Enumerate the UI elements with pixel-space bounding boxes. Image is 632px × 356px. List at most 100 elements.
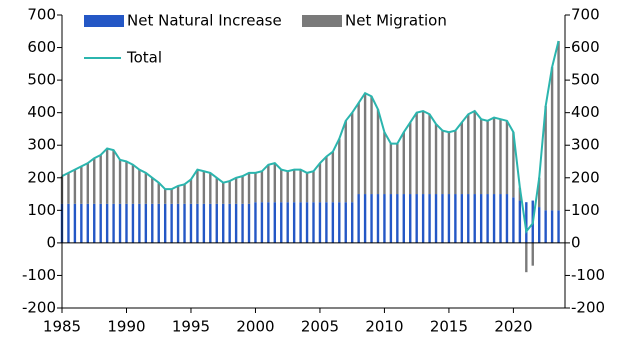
bar [151, 203, 154, 243]
bar [550, 67, 554, 211]
bar [531, 242, 534, 266]
bar [396, 143, 399, 195]
bar [479, 119, 483, 195]
bar [222, 182, 225, 204]
bar [73, 169, 77, 204]
bar [215, 203, 218, 243]
y2-tick-label: -200 [571, 299, 605, 317]
bar [538, 207, 541, 243]
y2-tick-label: 300 [571, 136, 600, 154]
bar [138, 169, 141, 204]
y-tick-label: 400 [27, 103, 56, 121]
bar [280, 169, 283, 203]
bar [415, 112, 418, 195]
bar [267, 202, 270, 243]
bar [273, 163, 277, 203]
bar [196, 203, 199, 243]
bar [305, 202, 309, 243]
bar [492, 194, 496, 243]
bar [228, 203, 231, 243]
bar [234, 177, 238, 204]
legend-swatch [84, 15, 124, 27]
bar [80, 166, 83, 204]
line [61, 40, 560, 234]
bar [473, 194, 476, 243]
x-tick-label: 2010 [365, 318, 403, 336]
bar [499, 194, 502, 243]
bar [163, 203, 167, 243]
bar [557, 210, 560, 243]
bar [254, 202, 257, 243]
bar [325, 156, 328, 203]
bar [544, 210, 547, 243]
bar [479, 194, 483, 243]
bar [344, 202, 347, 243]
bar [99, 203, 102, 243]
bar [350, 112, 354, 203]
bar [260, 171, 264, 203]
y-tick-label: 600 [27, 38, 56, 56]
bar [176, 185, 180, 204]
bar [486, 194, 489, 243]
bar [196, 169, 199, 204]
bar [421, 194, 425, 243]
bar [376, 109, 380, 195]
y2-tick-label: 600 [571, 38, 600, 56]
bar [467, 194, 470, 243]
bar [518, 200, 522, 243]
bar [67, 203, 70, 243]
bar [525, 242, 528, 273]
bar [247, 203, 251, 243]
bar [125, 161, 128, 204]
bar [428, 194, 431, 243]
y2-tick-label: -100 [571, 266, 605, 284]
bar [318, 202, 322, 243]
bar [93, 203, 96, 243]
bar [512, 132, 515, 198]
bar [202, 171, 206, 204]
bar [247, 172, 251, 204]
x-tick-label: 2005 [301, 318, 339, 336]
y-tick-label: 700 [27, 6, 56, 24]
bar [163, 189, 167, 204]
bar [389, 143, 393, 195]
legend-label: Net Natural Increase [127, 12, 282, 30]
bar [189, 179, 193, 204]
legend-swatch [302, 15, 342, 27]
y-tick-label: -100 [22, 266, 56, 284]
bar [215, 177, 218, 204]
bar [67, 172, 70, 204]
bar [499, 119, 502, 195]
x-tick-label: 1990 [107, 318, 145, 336]
bar [338, 202, 341, 243]
bar [292, 202, 296, 243]
bar [241, 176, 244, 204]
bar [254, 172, 257, 203]
bar [447, 194, 451, 243]
bar [125, 203, 128, 243]
bar [460, 194, 464, 243]
bar [331, 151, 335, 203]
bar [105, 148, 109, 204]
bar [273, 202, 277, 243]
bar [228, 181, 231, 204]
bar [93, 158, 96, 204]
legend-label: Total [126, 49, 162, 67]
bar [441, 130, 444, 195]
bar [131, 203, 135, 243]
x-tick-label: 2020 [494, 318, 532, 336]
bar [486, 120, 489, 195]
bar [151, 177, 154, 204]
y-tick-label: -200 [22, 299, 56, 317]
bar [170, 203, 173, 243]
bar [202, 203, 206, 243]
bar [505, 120, 509, 195]
bar [409, 122, 412, 195]
bar [370, 96, 373, 195]
bar [73, 203, 77, 243]
bar [299, 169, 302, 203]
bar [325, 202, 328, 243]
bar [183, 203, 186, 243]
bar [370, 194, 373, 243]
